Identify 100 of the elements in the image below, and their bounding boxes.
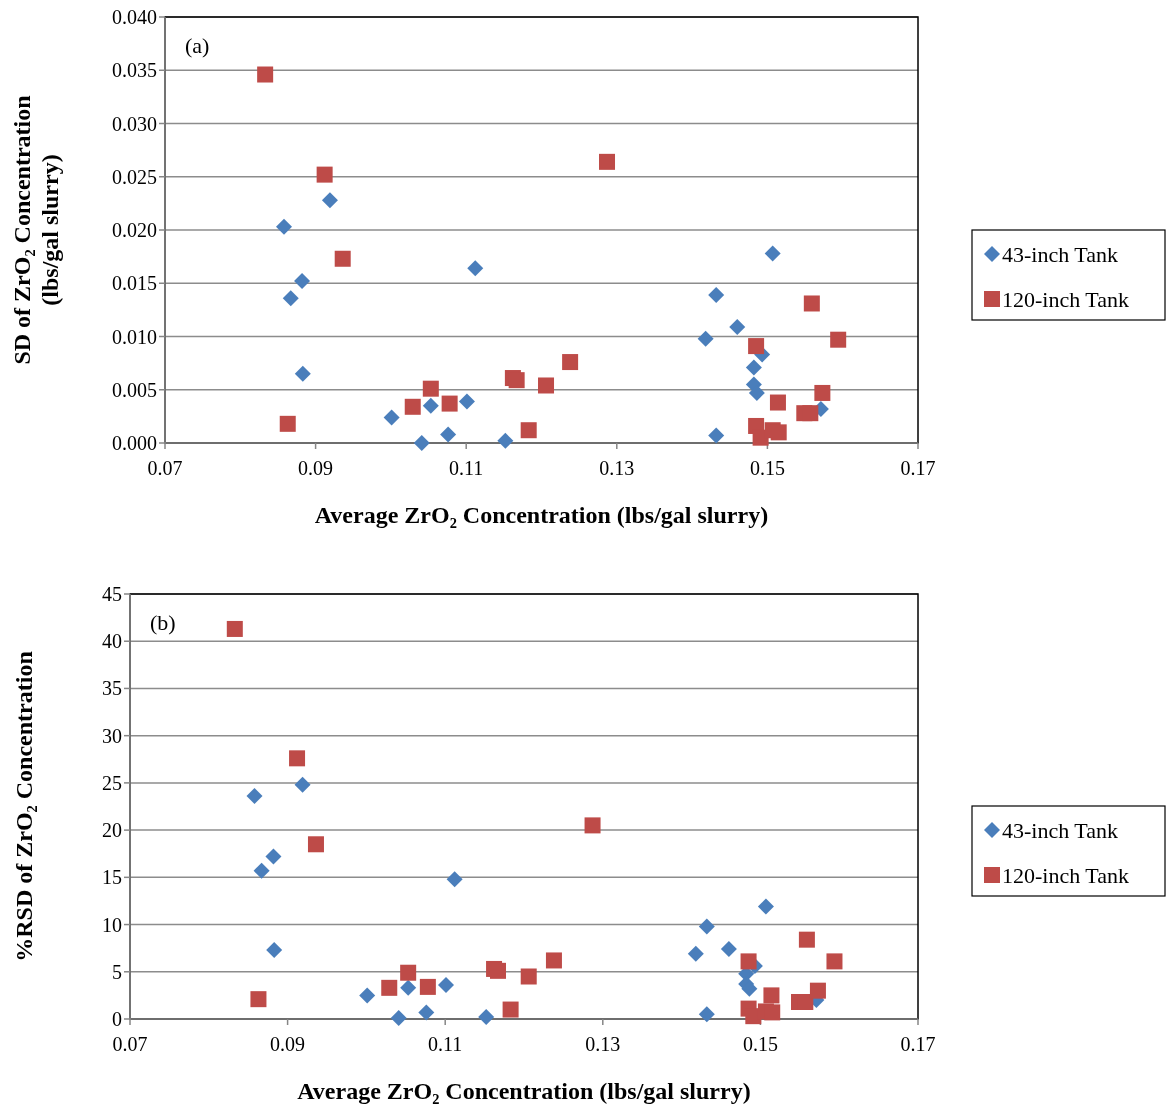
point [400, 964, 417, 981]
annotation: (b) [150, 610, 176, 635]
point [467, 260, 484, 277]
point [490, 962, 506, 979]
point [764, 1004, 781, 1021]
point [404, 398, 421, 415]
point [250, 991, 267, 1008]
point [809, 982, 826, 999]
y-tick-label: 15 [102, 866, 122, 889]
point [538, 377, 555, 394]
point [381, 979, 398, 996]
x-axis-title: Average ZrO₂ Concentration (lbs/gal slurry) [297, 1078, 751, 1104]
point [720, 941, 737, 958]
point [769, 394, 786, 411]
point [440, 426, 457, 443]
point [763, 987, 780, 1004]
point [830, 331, 847, 348]
point [275, 218, 292, 235]
legend-label: 120-inch Tank [1002, 286, 1129, 312]
y-tick-label: 0.015 [112, 272, 157, 295]
point [390, 1010, 407, 1027]
point [266, 942, 283, 959]
y-tick-label: 0.035 [112, 59, 157, 82]
point [562, 354, 579, 371]
annotation: (a) [185, 33, 210, 58]
legend-label: 43-inch Tank [1002, 817, 1118, 843]
point [770, 424, 787, 441]
point [708, 286, 725, 303]
point [282, 290, 299, 307]
point [798, 931, 815, 948]
x-tick-label: 0.15 [749, 457, 785, 479]
x-tick-label: 0.11 [449, 457, 484, 479]
point [307, 836, 324, 853]
x-tick-label: 0.09 [298, 457, 334, 479]
point [400, 979, 417, 996]
point [446, 871, 463, 888]
point [294, 273, 311, 290]
point [802, 405, 819, 422]
y-tick-label: 45 [102, 583, 122, 605]
point [383, 409, 400, 426]
y-tick-label: 0.010 [112, 325, 157, 348]
x-axis-title: Average ZrO₂ Concentration (lbs/gal slurry) [314, 502, 769, 528]
x-tick-label: 0.09 [270, 1033, 306, 1055]
point [321, 192, 338, 209]
x-tick-label: 0.13 [585, 1033, 621, 1055]
y-axis-title: %RSD of ZrO₂ Concentration [11, 651, 37, 962]
y-tick-label: 30 [102, 724, 122, 747]
point [698, 918, 715, 935]
point [419, 978, 436, 995]
point [334, 250, 351, 267]
y-tick-label: 0.040 [112, 6, 157, 28]
y-tick-label: 0.000 [112, 432, 157, 454]
y-tick-label: 0.025 [112, 165, 157, 188]
y-tick-label: 35 [102, 677, 122, 700]
point [698, 1006, 715, 1023]
legend-label: 43-inch Tank [1002, 241, 1118, 267]
point [748, 338, 765, 355]
point [437, 977, 454, 993]
point [764, 245, 781, 262]
legend-label: 120-inch Tank [1002, 862, 1129, 888]
point [584, 817, 601, 834]
point [826, 953, 843, 970]
x-tick-label: 0.17 [900, 1033, 936, 1055]
y-axis-title: SD of ZrO₂ Concentration (lbs/gal slurry) [9, 95, 63, 365]
point [803, 295, 820, 312]
x-tick-label: 0.15 [742, 1033, 778, 1055]
point [289, 750, 306, 767]
y-tick-label: 0.020 [112, 219, 157, 241]
point [508, 372, 525, 389]
point [294, 776, 311, 793]
y-tick-label: 0 [112, 1008, 122, 1030]
point [502, 1001, 519, 1018]
x-tick-label: 0.17 [900, 457, 936, 479]
point [359, 987, 376, 1004]
point [294, 365, 311, 382]
point [418, 1004, 435, 1021]
y-tick-label: 20 [102, 819, 122, 842]
y-tick-label: 0.005 [112, 378, 157, 401]
point [441, 395, 458, 412]
point [497, 432, 514, 449]
point [708, 427, 725, 444]
point [687, 945, 704, 962]
point [745, 359, 762, 376]
point [458, 393, 475, 410]
point [545, 952, 562, 969]
point [422, 380, 439, 397]
point [257, 66, 274, 83]
x-tick-label: 0.11 [428, 1033, 463, 1055]
point [478, 1009, 495, 1026]
y-tick-label: 0.030 [112, 112, 157, 135]
y-tick-label: 40 [102, 630, 122, 653]
point [520, 422, 537, 439]
point [422, 397, 439, 414]
point [520, 968, 537, 985]
x-tick-label: 0.07 [147, 457, 183, 479]
point [413, 435, 430, 451]
y-tick-label: 5 [112, 960, 122, 983]
point [246, 788, 263, 805]
y-tick-label: 25 [102, 771, 122, 794]
point [599, 153, 616, 170]
